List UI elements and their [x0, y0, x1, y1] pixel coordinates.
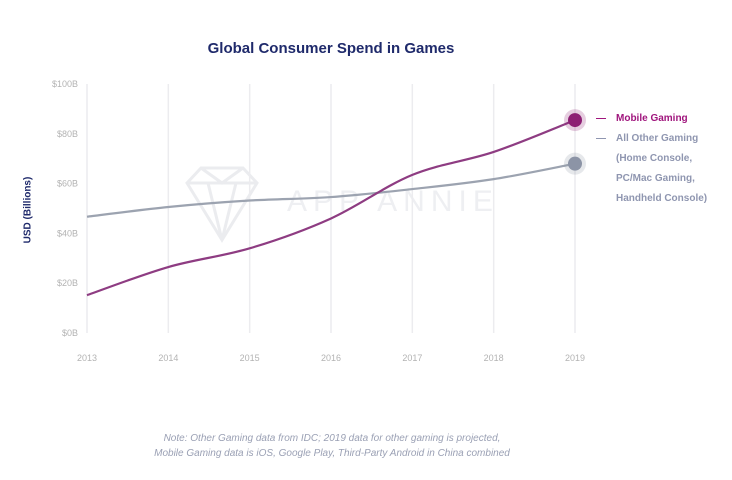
x-tick-label: 2014: [158, 353, 178, 363]
marker-mobile-gaming-2019: [568, 113, 582, 128]
chart-title: Global Consumer Spend in Games: [207, 40, 455, 57]
legend-label-other: All Other Gaming (Home Console, PC/Mac G…: [616, 129, 707, 209]
series-line-other-gaming: [86, 162, 576, 218]
y-tick-label: $100B: [52, 79, 78, 89]
y-tick-label: $80B: [57, 129, 78, 139]
legend-label-line: PC/Mac Gaming,: [616, 173, 695, 184]
footnote-line-1: Note: Other Gaming data from IDC; 2019 d…: [163, 433, 501, 444]
legend-swatch-mobile: —: [596, 113, 606, 124]
legend-item-mobile[interactable]: — Mobile Gaming: [596, 109, 707, 129]
marker-other-gaming-2019: [568, 156, 582, 171]
legend: — Mobile Gaming — All Other Gaming (Home…: [596, 109, 707, 209]
y-tick-label: $40B: [57, 228, 78, 238]
watermark-text: APP ANNIE: [287, 185, 499, 218]
x-tick-label: 2017: [402, 353, 422, 363]
y-tick-label: $20B: [57, 278, 78, 288]
y-tick-label: $60B: [57, 179, 78, 189]
y-tick-label: $0B: [62, 328, 78, 338]
legend-label-line: All Other Gaming: [616, 133, 699, 144]
x-tick-label: 2018: [484, 353, 504, 363]
footnote: Note: Other Gaming data from IDC; 2019 d…: [0, 431, 664, 461]
watermark: APP ANNIE: [185, 166, 499, 243]
legend-label-line: Handheld Console): [616, 193, 708, 204]
x-tick-label: 2016: [321, 353, 341, 363]
series-line-mobile-gaming: [86, 119, 576, 297]
x-tick-label: 2015: [240, 353, 260, 363]
legend-label-mobile: Mobile Gaming: [616, 113, 688, 124]
x-tick-label: 2013: [77, 353, 97, 363]
legend-label-line: (Home Console,: [616, 153, 693, 164]
legend-item-other[interactable]: — All Other Gaming (Home Console, PC/Mac…: [596, 129, 707, 209]
x-tick-label: 2019: [565, 353, 585, 363]
footnote-line-2: Mobile Gaming data is iOS, Google Play, …: [154, 448, 510, 459]
legend-swatch-other: —: [596, 133, 606, 144]
